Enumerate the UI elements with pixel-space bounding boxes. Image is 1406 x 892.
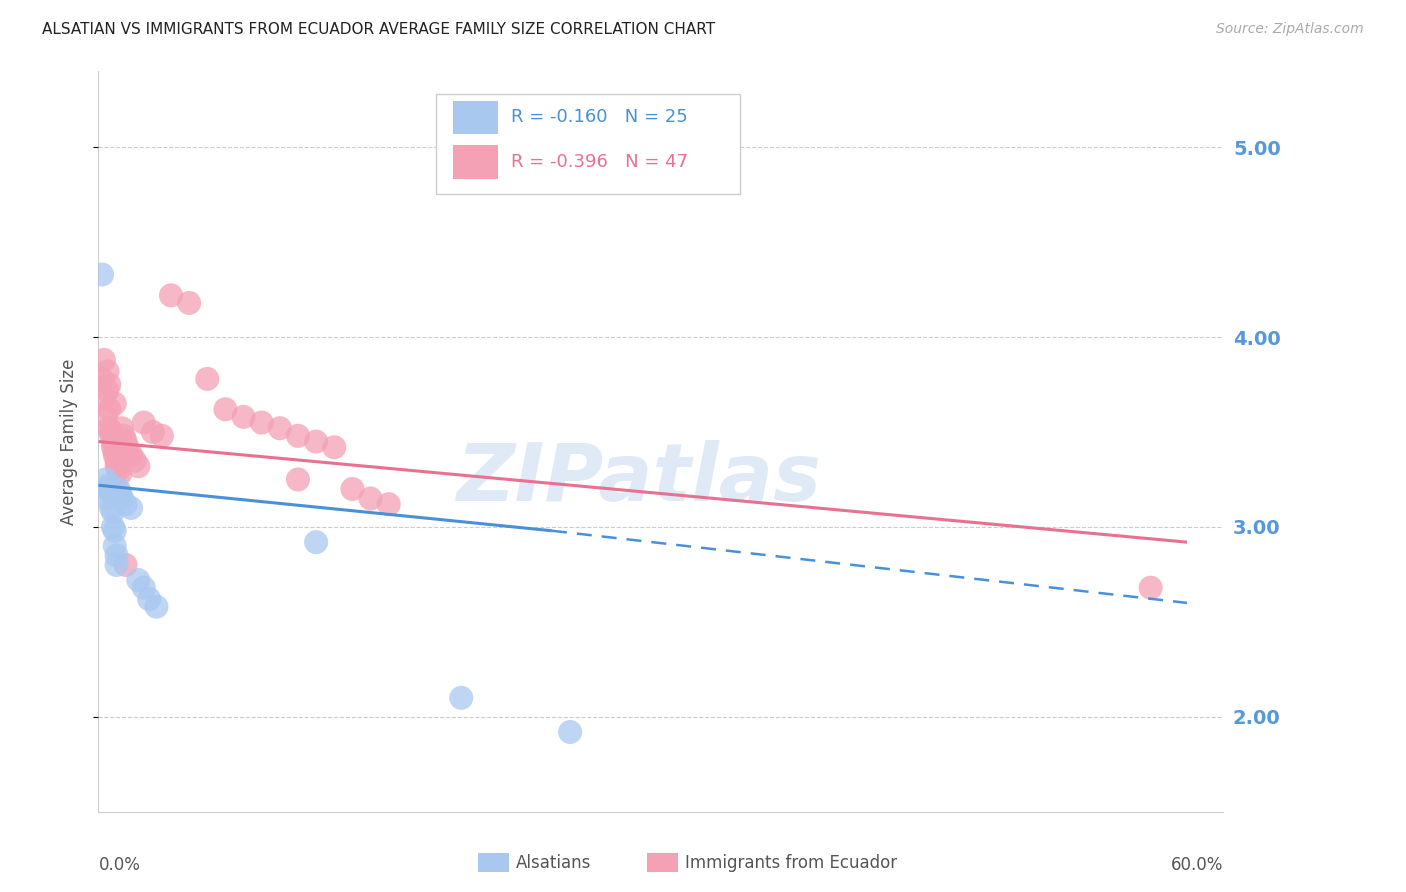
Point — [100, 500, 122, 515]
Point — [150, 429, 173, 443]
Text: ALSATIAN VS IMMIGRANTS FROM ECUADOR AVERAGE FAMILY SIZE CORRELATION CHART: ALSATIAN VS IMMIGRANTS FROM ECUADOR AVER… — [42, 22, 716, 37]
Point — [101, 440, 124, 454]
Point — [138, 592, 160, 607]
Point — [112, 429, 135, 443]
Point — [323, 440, 346, 454]
FancyBboxPatch shape — [453, 101, 498, 135]
Point — [117, 440, 139, 454]
Point — [100, 429, 122, 443]
Text: ZIPatlas: ZIPatlas — [456, 440, 821, 517]
Point — [96, 384, 118, 398]
Point — [1139, 581, 1161, 595]
Point — [104, 396, 127, 410]
Point — [214, 402, 236, 417]
Point — [101, 520, 124, 534]
Point — [98, 377, 121, 392]
Point — [104, 444, 127, 458]
Point — [269, 421, 291, 435]
Point — [132, 581, 155, 595]
Point — [195, 372, 218, 386]
Y-axis label: Average Family Size: Average Family Size — [59, 359, 77, 524]
Point — [105, 459, 128, 474]
Text: Alsatians: Alsatians — [516, 854, 592, 871]
Text: 60.0%: 60.0% — [1171, 856, 1223, 874]
Point — [111, 491, 134, 506]
Point — [108, 485, 131, 500]
Point — [96, 491, 118, 506]
Point — [98, 421, 121, 435]
Point — [91, 372, 114, 386]
Point — [100, 425, 122, 439]
Point — [96, 364, 118, 378]
Point — [96, 482, 118, 496]
Point — [120, 448, 142, 462]
Point — [111, 421, 134, 435]
Point — [287, 429, 309, 443]
Text: R = -0.396   N = 47: R = -0.396 N = 47 — [512, 153, 689, 170]
Point — [93, 391, 115, 405]
Point — [108, 448, 131, 462]
Point — [105, 453, 128, 467]
Point — [179, 296, 201, 310]
Point — [114, 558, 136, 572]
Text: Immigrants from Ecuador: Immigrants from Ecuador — [685, 854, 897, 871]
Point — [127, 459, 149, 474]
Point — [377, 497, 399, 511]
Point — [342, 482, 364, 496]
Point — [100, 485, 122, 500]
Point — [120, 500, 142, 515]
Point — [98, 402, 121, 417]
Point — [101, 505, 124, 519]
Point — [98, 478, 121, 492]
Point — [114, 434, 136, 449]
Point — [114, 497, 136, 511]
Point — [105, 549, 128, 563]
Point — [360, 491, 382, 506]
Point — [104, 448, 127, 462]
Point — [127, 573, 149, 587]
Point — [104, 539, 127, 553]
Point — [91, 268, 114, 282]
Point — [232, 409, 254, 424]
Point — [94, 473, 117, 487]
Point — [101, 434, 124, 449]
Point — [450, 690, 472, 705]
Text: R = -0.160   N = 25: R = -0.160 N = 25 — [512, 108, 688, 127]
Point — [305, 535, 328, 549]
Point — [250, 416, 273, 430]
Point — [305, 434, 328, 449]
Point — [142, 425, 165, 439]
Text: 0.0%: 0.0% — [98, 856, 141, 874]
Point — [104, 524, 127, 538]
Point — [558, 725, 581, 739]
Point — [108, 467, 131, 481]
Text: Source: ZipAtlas.com: Source: ZipAtlas.com — [1216, 22, 1364, 37]
Point — [145, 599, 167, 614]
Point — [287, 473, 309, 487]
Point — [160, 288, 183, 302]
FancyBboxPatch shape — [436, 94, 740, 194]
Point — [105, 558, 128, 572]
Point — [107, 482, 129, 496]
Point — [93, 352, 115, 367]
Point — [124, 453, 146, 467]
Point — [132, 416, 155, 430]
Point — [94, 409, 117, 424]
Point — [107, 463, 129, 477]
FancyBboxPatch shape — [453, 145, 498, 178]
